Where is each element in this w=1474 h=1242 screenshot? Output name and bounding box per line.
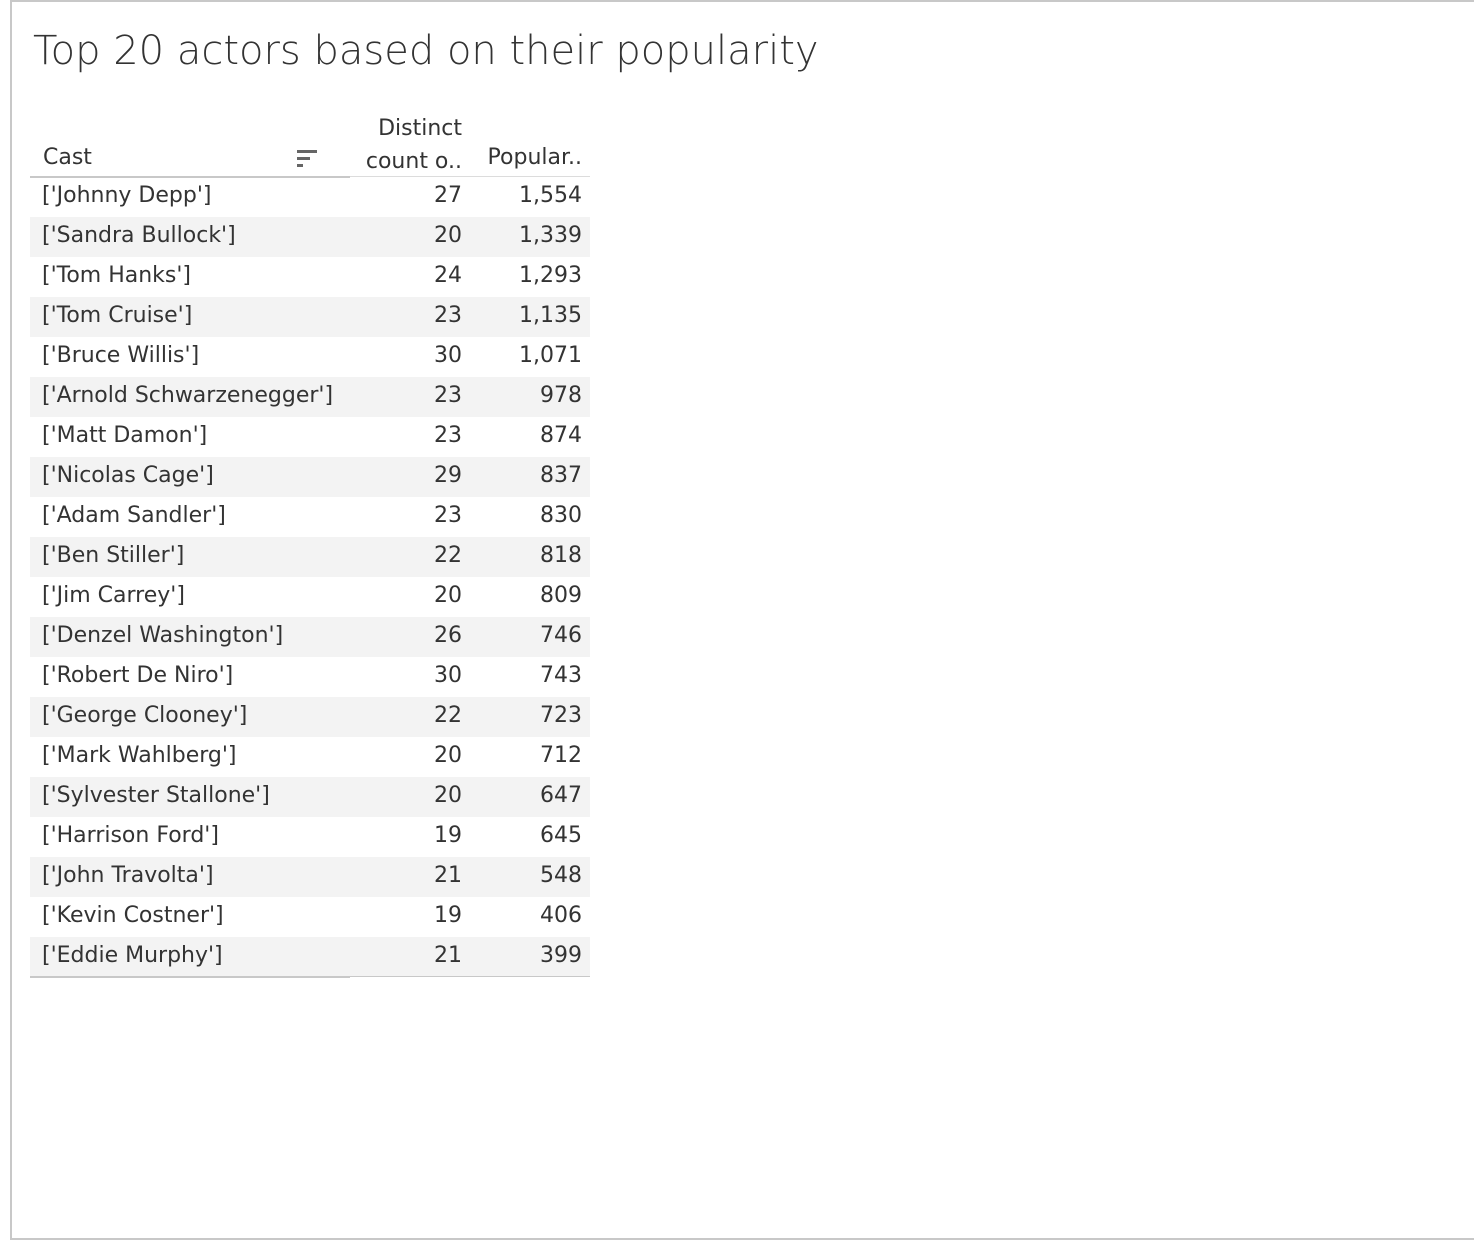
- column-header-distinct-count-line2: count o..: [365, 149, 462, 174]
- cell-popularity: 1,135: [519, 303, 582, 328]
- cell-cast: ['Sandra Bullock']: [42, 223, 236, 248]
- column-header-cast[interactable]: Cast: [43, 145, 92, 170]
- cell-cast: ['Eddie Murphy']: [42, 943, 223, 968]
- table-row[interactable]: ['Harrison Ford'] 19 645: [30, 817, 590, 857]
- table-bottom-divider-cast: [30, 976, 350, 978]
- column-header-distinct-count[interactable]: Distinct count o..: [350, 112, 462, 178]
- cell-cast: ['Ben Stiller']: [42, 543, 185, 568]
- cell-distinct-count: 22: [434, 543, 462, 568]
- column-header-popularity[interactable]: Popular..: [487, 145, 582, 170]
- cell-distinct-count: 19: [434, 903, 462, 928]
- table-row[interactable]: ['Jim Carrey'] 20 809: [30, 577, 590, 617]
- table-row[interactable]: ['Matt Damon'] 23 874: [30, 417, 590, 457]
- cell-distinct-count: 23: [434, 503, 462, 528]
- cell-cast: ['Sylvester Stallone']: [42, 783, 270, 808]
- cell-cast: ['Tom Cruise']: [42, 303, 193, 328]
- cell-distinct-count: 23: [434, 383, 462, 408]
- cell-popularity: 746: [540, 623, 582, 648]
- cell-popularity: 399: [540, 943, 582, 968]
- cell-popularity: 645: [540, 823, 582, 848]
- cell-distinct-count: 27: [434, 183, 462, 208]
- cell-cast: ['John Travolta']: [42, 863, 214, 888]
- table-row[interactable]: ['Adam Sandler'] 23 830: [30, 497, 590, 537]
- cell-distinct-count: 22: [434, 703, 462, 728]
- cell-popularity: 809: [540, 583, 582, 608]
- cell-popularity: 723: [540, 703, 582, 728]
- cell-cast: ['George Clooney']: [42, 703, 248, 728]
- cell-cast: ['Adam Sandler']: [42, 503, 226, 528]
- cell-distinct-count: 20: [434, 783, 462, 808]
- cell-cast: ['Robert De Niro']: [42, 663, 234, 688]
- cell-cast: ['Bruce Willis']: [42, 343, 200, 368]
- cell-distinct-count: 30: [434, 663, 462, 688]
- cell-cast: ['Arnold Schwarzenegger']: [42, 383, 334, 408]
- cell-cast: ['Nicolas Cage']: [42, 463, 214, 488]
- cell-cast: ['Matt Damon']: [42, 423, 208, 448]
- cell-cast: ['Tom Hanks']: [42, 263, 192, 288]
- table-row[interactable]: ['George Clooney'] 22 723: [30, 697, 590, 737]
- header-divider-values: [350, 176, 590, 177]
- cell-popularity: 1,071: [519, 343, 582, 368]
- cell-cast: ['Mark Wahlberg']: [42, 743, 237, 768]
- cell-popularity: 837: [540, 463, 582, 488]
- sort-descending-icon[interactable]: [297, 149, 319, 169]
- column-header-distinct-count-line1: Distinct: [378, 116, 462, 141]
- cell-distinct-count: 21: [434, 863, 462, 888]
- table-row[interactable]: ['John Travolta'] 21 548: [30, 857, 590, 897]
- cell-distinct-count: 29: [434, 463, 462, 488]
- cell-popularity: 830: [540, 503, 582, 528]
- table-row[interactable]: ['Johnny Depp'] 27 1,554: [30, 177, 590, 217]
- table-row[interactable]: ['Denzel Washington'] 26 746: [30, 617, 590, 657]
- cell-cast: ['Harrison Ford']: [42, 823, 219, 848]
- header-divider: [30, 176, 350, 178]
- cell-distinct-count: 20: [434, 583, 462, 608]
- table-row[interactable]: ['Tom Hanks'] 24 1,293: [30, 257, 590, 297]
- chart-title: Top 20 actors based on their popularity: [33, 28, 819, 74]
- cell-popularity: 818: [540, 543, 582, 568]
- cell-popularity: 406: [540, 903, 582, 928]
- cell-distinct-count: 30: [434, 343, 462, 368]
- cell-distinct-count: 23: [434, 423, 462, 448]
- table-row[interactable]: ['Sylvester Stallone'] 20 647: [30, 777, 590, 817]
- cell-popularity: 712: [540, 743, 582, 768]
- cell-popularity: 1,554: [519, 183, 582, 208]
- table-row[interactable]: ['Mark Wahlberg'] 20 712: [30, 737, 590, 777]
- cell-popularity: 743: [540, 663, 582, 688]
- cell-popularity: 1,339: [519, 223, 582, 248]
- cell-popularity: 647: [540, 783, 582, 808]
- table-row[interactable]: ['Bruce Willis'] 30 1,071: [30, 337, 590, 377]
- table-row[interactable]: ['Ben Stiller'] 22 818: [30, 537, 590, 577]
- cell-popularity: 978: [540, 383, 582, 408]
- cell-popularity: 1,293: [519, 263, 582, 288]
- cell-distinct-count: 19: [434, 823, 462, 848]
- cell-cast: ['Johnny Depp']: [42, 183, 212, 208]
- table-row[interactable]: ['Robert De Niro'] 30 743: [30, 657, 590, 697]
- cell-distinct-count: 23: [434, 303, 462, 328]
- cell-distinct-count: 21: [434, 943, 462, 968]
- cell-distinct-count: 26: [434, 623, 462, 648]
- cell-cast: ['Jim Carrey']: [42, 583, 185, 608]
- cell-popularity: 874: [540, 423, 582, 448]
- table-row[interactable]: ['Sandra Bullock'] 20 1,339: [30, 217, 590, 257]
- table-row[interactable]: ['Kevin Costner'] 19 406: [30, 897, 590, 937]
- table-row[interactable]: ['Tom Cruise'] 23 1,135: [30, 297, 590, 337]
- worksheet-frame: [10, 0, 1474, 1240]
- cell-distinct-count: 20: [434, 223, 462, 248]
- table-row[interactable]: ['Eddie Murphy'] 21 399: [30, 937, 590, 977]
- table-row[interactable]: ['Arnold Schwarzenegger'] 23 978: [30, 377, 590, 417]
- cell-distinct-count: 20: [434, 743, 462, 768]
- cell-cast: ['Denzel Washington']: [42, 623, 284, 648]
- table-row[interactable]: ['Nicolas Cage'] 29 837: [30, 457, 590, 497]
- cell-cast: ['Kevin Costner']: [42, 903, 224, 928]
- cell-distinct-count: 24: [434, 263, 462, 288]
- table-body: ['Johnny Depp'] 27 1,554 ['Sandra Bullock']…: [30, 177, 590, 977]
- cell-popularity: 548: [540, 863, 582, 888]
